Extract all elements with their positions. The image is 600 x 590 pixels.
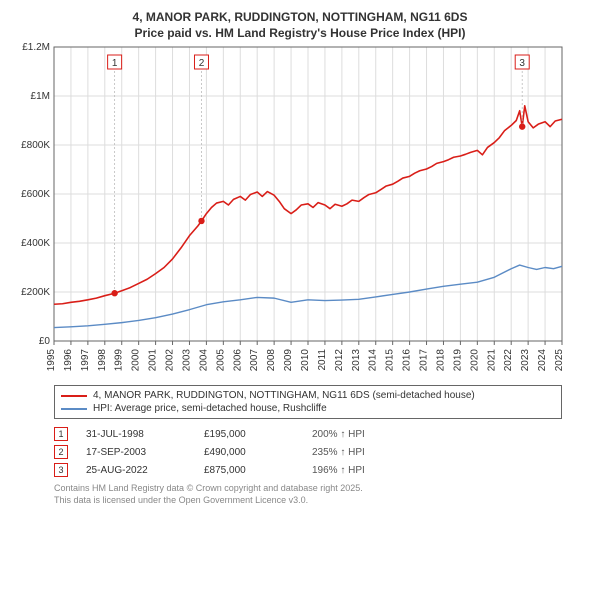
sale-hpi-delta: 200% ↑ HPI — [312, 429, 432, 440]
svg-text:2015: 2015 — [385, 349, 396, 372]
legend-item: 4, MANOR PARK, RUDDINGTON, NOTTINGHAM, N… — [61, 389, 555, 402]
sale-row: 3 25-AUG-2022 £875,000 196% ↑ HPI — [54, 461, 562, 479]
chart-area: £0 £200K £400K £600K £800K £1M £1.2M 1995 1996 19… — [10, 41, 590, 381]
sale-date: 31-JUL-1998 — [86, 429, 186, 440]
svg-text:2002: 2002 — [165, 349, 176, 372]
title-line-2: Price paid vs. HM Land Registry's House … — [10, 26, 590, 42]
svg-text:2025: 2025 — [554, 349, 565, 372]
sale-hpi-delta: 196% ↑ HPI — [312, 465, 432, 476]
svg-text:2019: 2019 — [452, 349, 463, 372]
sale-price: £195,000 — [204, 429, 294, 440]
svg-text:2022: 2022 — [503, 349, 514, 372]
svg-text:1998: 1998 — [97, 349, 108, 372]
svg-text:3: 3 — [519, 58, 525, 69]
sale-hpi-delta: 235% ↑ HPI — [312, 447, 432, 458]
sale-date: 17-SEP-2003 — [86, 447, 186, 458]
svg-text:2011: 2011 — [317, 349, 328, 371]
svg-text:2023: 2023 — [520, 349, 531, 372]
sale-price: £490,000 — [204, 447, 294, 458]
svg-text:2010: 2010 — [300, 349, 311, 372]
svg-text:1995: 1995 — [46, 349, 57, 372]
svg-text:£600K: £600K — [21, 189, 50, 200]
sale-row: 2 17-SEP-2003 £490,000 235% ↑ HPI — [54, 443, 562, 461]
legend-box: 4, MANOR PARK, RUDDINGTON, NOTTINGHAM, N… — [54, 385, 562, 419]
sale-marker-icon: 1 — [54, 427, 68, 441]
legend-label: HPI: Average price, semi-detached house,… — [93, 403, 327, 414]
svg-text:2007: 2007 — [249, 349, 260, 372]
svg-text:2017: 2017 — [419, 349, 430, 372]
legend-label: 4, MANOR PARK, RUDDINGTON, NOTTINGHAM, N… — [93, 390, 475, 401]
svg-text:2006: 2006 — [232, 349, 243, 372]
legend-swatch — [61, 408, 87, 410]
legend-swatch — [61, 395, 87, 397]
line-chart-svg: £0 £200K £400K £600K £800K £1M £1.2M 1995 1996 19… — [10, 41, 590, 381]
svg-text:2004: 2004 — [198, 349, 209, 372]
legend-item: HPI: Average price, semi-detached house,… — [61, 402, 555, 415]
sale-date: 25-AUG-2022 — [86, 465, 186, 476]
svg-text:2016: 2016 — [402, 349, 413, 372]
svg-text:2001: 2001 — [148, 349, 159, 372]
svg-text:1996: 1996 — [63, 349, 74, 372]
svg-text:2018: 2018 — [435, 349, 446, 372]
svg-text:2003: 2003 — [181, 349, 192, 372]
svg-text:2024: 2024 — [537, 349, 548, 372]
svg-text:1997: 1997 — [80, 349, 91, 372]
svg-text:2000: 2000 — [131, 349, 142, 372]
svg-text:2008: 2008 — [266, 349, 277, 372]
svg-text:2005: 2005 — [215, 349, 226, 372]
svg-text:£800K: £800K — [21, 140, 50, 151]
footer-line-1: Contains HM Land Registry data © Crown c… — [54, 483, 562, 495]
svg-text:2020: 2020 — [469, 349, 480, 372]
svg-text:2021: 2021 — [486, 349, 497, 372]
sales-table: 1 31-JUL-1998 £195,000 200% ↑ HPI 2 17-SEP-20… — [54, 425, 562, 479]
svg-text:£400K: £400K — [21, 238, 50, 249]
svg-text:2013: 2013 — [351, 349, 362, 372]
svg-text:£1M: £1M — [31, 91, 50, 102]
sale-marker-icon: 2 — [54, 445, 68, 459]
title-line-1: 4, MANOR PARK, RUDDINGTON, NOTTINGHAM, N… — [10, 10, 590, 26]
svg-text:£0: £0 — [39, 336, 51, 347]
footer-attribution: Contains HM Land Registry data © Crown c… — [54, 483, 562, 506]
svg-text:2012: 2012 — [334, 349, 345, 372]
sale-marker-icon: 3 — [54, 463, 68, 477]
svg-text:1: 1 — [112, 58, 118, 69]
svg-text:2009: 2009 — [283, 349, 294, 372]
svg-text:2: 2 — [199, 58, 205, 69]
svg-text:£1.2M: £1.2M — [22, 42, 50, 53]
sale-row: 1 31-JUL-1998 £195,000 200% ↑ HPI — [54, 425, 562, 443]
svg-text:2014: 2014 — [368, 349, 379, 372]
footer-line-2: This data is licensed under the Open Gov… — [54, 495, 562, 507]
svg-text:1999: 1999 — [114, 349, 125, 372]
svg-text:£200K: £200K — [21, 287, 50, 298]
chart-title: 4, MANOR PARK, RUDDINGTON, NOTTINGHAM, N… — [10, 10, 590, 41]
sale-price: £875,000 — [204, 465, 294, 476]
